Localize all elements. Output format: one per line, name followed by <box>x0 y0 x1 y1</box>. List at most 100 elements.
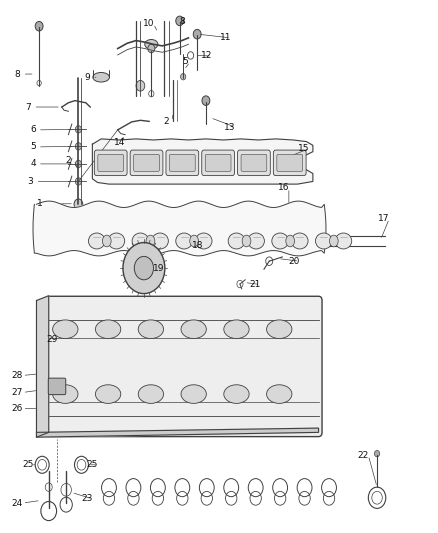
Circle shape <box>74 366 79 372</box>
Text: 10: 10 <box>142 19 154 28</box>
Circle shape <box>148 44 155 53</box>
Ellipse shape <box>267 320 292 338</box>
Text: 14: 14 <box>114 138 125 147</box>
Text: 22: 22 <box>357 451 369 460</box>
FancyBboxPatch shape <box>205 155 231 171</box>
Text: 12: 12 <box>201 52 212 60</box>
Circle shape <box>245 366 250 372</box>
Ellipse shape <box>315 233 332 249</box>
Ellipse shape <box>224 320 249 338</box>
Ellipse shape <box>224 385 249 403</box>
Circle shape <box>202 366 207 372</box>
Text: 5: 5 <box>182 58 188 66</box>
Ellipse shape <box>102 235 111 247</box>
Text: 15: 15 <box>298 144 310 153</box>
Text: 23: 23 <box>81 494 93 503</box>
Text: 1: 1 <box>37 199 43 208</box>
FancyBboxPatch shape <box>241 155 267 171</box>
Ellipse shape <box>88 233 105 249</box>
Circle shape <box>123 243 165 294</box>
Circle shape <box>180 366 185 372</box>
Circle shape <box>223 366 228 372</box>
Text: 2: 2 <box>164 117 170 126</box>
Ellipse shape <box>93 72 110 82</box>
Ellipse shape <box>267 385 292 403</box>
Text: 21: 21 <box>250 280 261 289</box>
Ellipse shape <box>228 233 245 249</box>
Circle shape <box>136 80 145 91</box>
Ellipse shape <box>145 39 158 49</box>
Circle shape <box>193 29 201 39</box>
Ellipse shape <box>138 385 163 403</box>
Ellipse shape <box>181 385 206 403</box>
Ellipse shape <box>79 235 93 248</box>
Circle shape <box>75 126 81 133</box>
Text: 19: 19 <box>153 264 165 272</box>
Text: 28: 28 <box>11 371 23 380</box>
Text: 26: 26 <box>11 404 23 413</box>
Circle shape <box>95 366 100 372</box>
Text: 9: 9 <box>84 73 90 82</box>
Ellipse shape <box>132 233 149 249</box>
Polygon shape <box>36 296 49 437</box>
Text: 18: 18 <box>192 241 204 250</box>
Text: 16: 16 <box>278 183 290 192</box>
Ellipse shape <box>190 235 198 247</box>
FancyBboxPatch shape <box>166 150 199 175</box>
Polygon shape <box>36 428 318 437</box>
Ellipse shape <box>286 235 294 247</box>
Ellipse shape <box>242 235 251 247</box>
Ellipse shape <box>95 320 121 338</box>
Circle shape <box>134 256 153 280</box>
Text: 8: 8 <box>179 18 185 27</box>
Ellipse shape <box>248 233 265 249</box>
Polygon shape <box>33 201 326 256</box>
Text: 4: 4 <box>31 159 36 168</box>
Circle shape <box>176 16 184 26</box>
Circle shape <box>374 450 380 457</box>
Circle shape <box>266 366 271 372</box>
Text: 3: 3 <box>28 177 33 186</box>
Ellipse shape <box>176 233 192 249</box>
Ellipse shape <box>195 233 212 249</box>
Circle shape <box>288 366 293 372</box>
Ellipse shape <box>48 403 65 413</box>
FancyBboxPatch shape <box>273 150 306 175</box>
Polygon shape <box>92 139 313 184</box>
Circle shape <box>74 199 83 209</box>
Ellipse shape <box>329 235 338 247</box>
Text: 8: 8 <box>14 70 20 78</box>
Text: 20: 20 <box>288 257 300 265</box>
Ellipse shape <box>53 385 78 403</box>
FancyBboxPatch shape <box>98 155 124 171</box>
Circle shape <box>117 366 122 372</box>
Text: 6: 6 <box>31 125 36 134</box>
Ellipse shape <box>152 233 168 249</box>
Text: 25: 25 <box>87 461 98 469</box>
Ellipse shape <box>272 233 288 249</box>
Ellipse shape <box>291 233 308 249</box>
Text: 11: 11 <box>220 34 231 43</box>
Ellipse shape <box>108 233 125 249</box>
Text: 29: 29 <box>46 335 58 344</box>
FancyBboxPatch shape <box>134 155 159 171</box>
Ellipse shape <box>138 320 163 338</box>
Circle shape <box>180 74 186 80</box>
Text: 17: 17 <box>378 214 390 223</box>
Circle shape <box>159 366 164 372</box>
Circle shape <box>75 177 81 185</box>
Circle shape <box>75 160 81 167</box>
Ellipse shape <box>181 320 206 338</box>
Circle shape <box>52 366 57 372</box>
Ellipse shape <box>146 235 155 247</box>
Text: 2: 2 <box>66 156 71 165</box>
FancyBboxPatch shape <box>45 296 322 437</box>
Ellipse shape <box>335 233 352 249</box>
FancyBboxPatch shape <box>48 378 66 394</box>
Ellipse shape <box>48 368 65 378</box>
Text: 7: 7 <box>25 102 31 111</box>
FancyBboxPatch shape <box>202 150 234 175</box>
Circle shape <box>202 96 210 106</box>
Text: 13: 13 <box>224 123 236 132</box>
FancyBboxPatch shape <box>94 150 127 175</box>
